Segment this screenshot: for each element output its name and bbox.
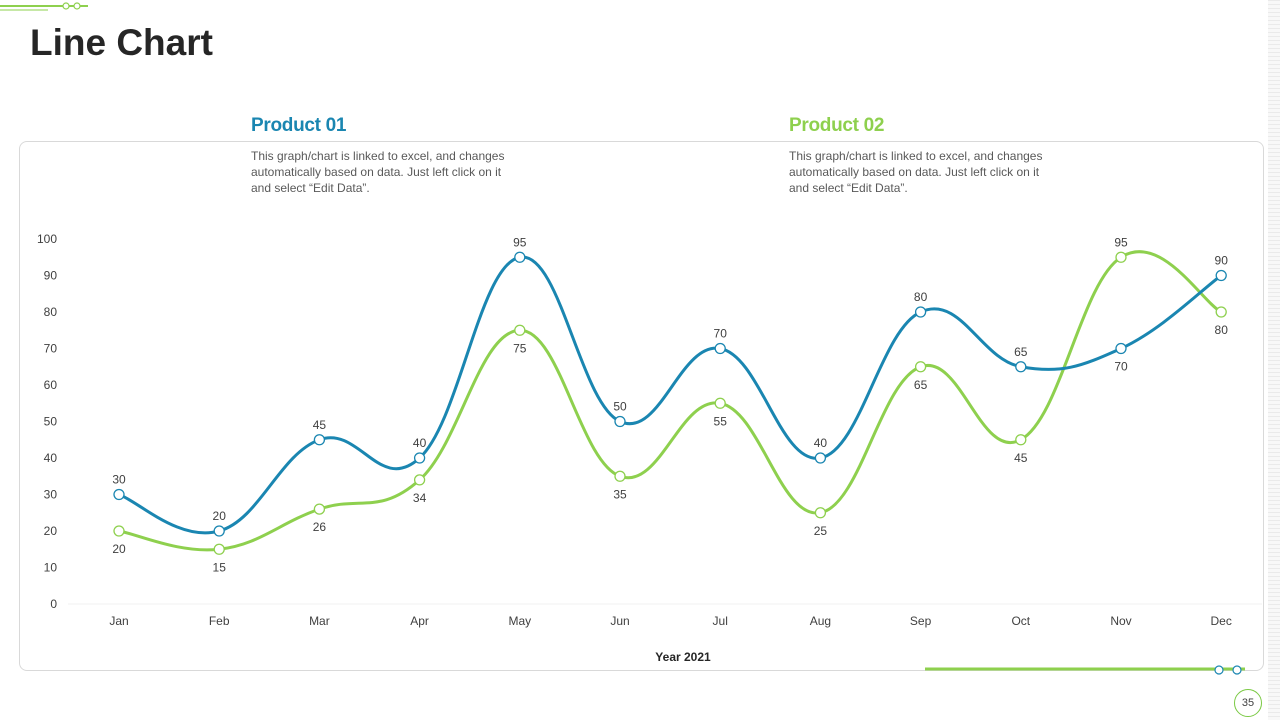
data-label-product-01: 90 <box>1215 254 1229 268</box>
y-tick-label: 80 <box>44 305 58 319</box>
data-label-product-02: 34 <box>413 491 427 505</box>
y-tick-label: 0 <box>50 597 57 611</box>
data-label-product-01: 30 <box>112 473 126 487</box>
data-point-product-01 <box>1115 342 1127 355</box>
y-tick-label: 90 <box>44 269 58 283</box>
x-axis-title: Year 2021 <box>655 650 711 664</box>
data-point-product-02 <box>1215 306 1227 318</box>
x-tick-label: Nov <box>1110 614 1131 628</box>
x-tick-label: Dec <box>1211 614 1232 628</box>
x-tick-label: Jun <box>610 614 629 628</box>
x-tick-label: Mar <box>309 614 330 628</box>
x-tick-label: Sep <box>910 614 932 628</box>
data-point-product-01 <box>914 306 927 318</box>
data-label-product-02: 65 <box>914 378 928 392</box>
data-label-product-01: 40 <box>814 436 828 450</box>
slide-title: Line Chart <box>30 22 213 63</box>
x-tick-label: Jan <box>109 614 128 628</box>
data-point-product-01 <box>313 434 326 446</box>
bottom-accent-dot <box>1214 665 1224 675</box>
data-label-product-02: 15 <box>213 560 227 574</box>
legend-product-01-title: Product 01 <box>251 115 347 136</box>
legend-product-02-description: This graph/chart is linked to excel, and… <box>789 149 1043 195</box>
data-label-product-02: 26 <box>313 520 327 534</box>
data-point-product-01 <box>714 342 726 355</box>
data-label-product-02: 75 <box>513 341 527 355</box>
data-point-product-01 <box>814 452 827 464</box>
data-point-product-01 <box>1015 361 1027 373</box>
data-point-product-02 <box>213 543 225 555</box>
data-label-product-01: 70 <box>714 327 728 341</box>
y-tick-label: 20 <box>44 524 58 538</box>
data-point-product-02 <box>413 474 426 486</box>
series-line-product-02 <box>117 250 1223 552</box>
chart-panel <box>19 141 1264 671</box>
data-point-product-01 <box>213 525 225 537</box>
y-tick-label: 70 <box>44 342 58 356</box>
data-point-product-02 <box>313 503 326 515</box>
data-label-product-01: 80 <box>914 290 928 304</box>
x-tick-label: Oct <box>1011 614 1030 628</box>
x-tick-label: May <box>508 614 531 628</box>
x-tick-label: Aug <box>810 614 831 628</box>
legend-product-01-description: This graph/chart is linked to excel, and… <box>251 149 505 195</box>
page-number: 35 <box>1234 689 1262 717</box>
data-point-product-01 <box>413 452 426 464</box>
y-tick-label: 10 <box>44 561 58 575</box>
data-label-product-02: 45 <box>1014 451 1028 465</box>
x-tick-label: Feb <box>209 614 230 628</box>
top-accent-dot <box>62 2 70 10</box>
data-point-product-02 <box>514 324 526 336</box>
x-tick-label: Jul <box>713 614 728 628</box>
data-point-product-02 <box>614 470 626 482</box>
top-accent-dot <box>73 2 81 10</box>
bottom-accent-dot <box>1232 665 1242 675</box>
y-tick-label: 40 <box>44 451 58 465</box>
data-label-product-01: 50 <box>613 400 627 414</box>
data-point-product-01 <box>1215 269 1227 282</box>
y-tick-label: 30 <box>44 488 58 502</box>
y-tick-label: 100 <box>37 232 57 246</box>
data-label-product-01: 70 <box>1114 360 1128 374</box>
data-point-product-02 <box>914 361 927 373</box>
data-label-product-02: 55 <box>714 414 728 428</box>
data-label-product-02: 35 <box>613 487 627 501</box>
data-label-product-01: 20 <box>213 509 227 523</box>
data-label-product-02: 25 <box>814 524 828 538</box>
data-label-product-01: 40 <box>413 436 427 450</box>
legend-product-02-title: Product 02 <box>789 115 885 136</box>
data-point-product-01 <box>514 251 526 263</box>
data-point-product-01 <box>113 488 125 501</box>
data-point-product-02 <box>814 507 827 519</box>
data-label-product-01: 95 <box>513 235 527 249</box>
data-point-product-02 <box>1115 251 1127 263</box>
data-point-product-01 <box>614 415 626 428</box>
data-point-product-02 <box>714 397 726 409</box>
data-label-product-02: 95 <box>1114 235 1128 249</box>
data-point-product-02 <box>113 525 125 537</box>
y-tick-label: 60 <box>44 378 58 392</box>
data-label-product-01: 45 <box>313 418 327 432</box>
right-edge-decoration <box>1268 0 1280 720</box>
data-label-product-02: 20 <box>112 542 126 556</box>
data-point-product-02 <box>1015 434 1027 446</box>
data-label-product-01: 65 <box>1014 345 1028 359</box>
data-label-product-02: 80 <box>1215 323 1229 337</box>
y-tick-label: 50 <box>44 415 58 429</box>
x-tick-label: Apr <box>410 614 429 628</box>
